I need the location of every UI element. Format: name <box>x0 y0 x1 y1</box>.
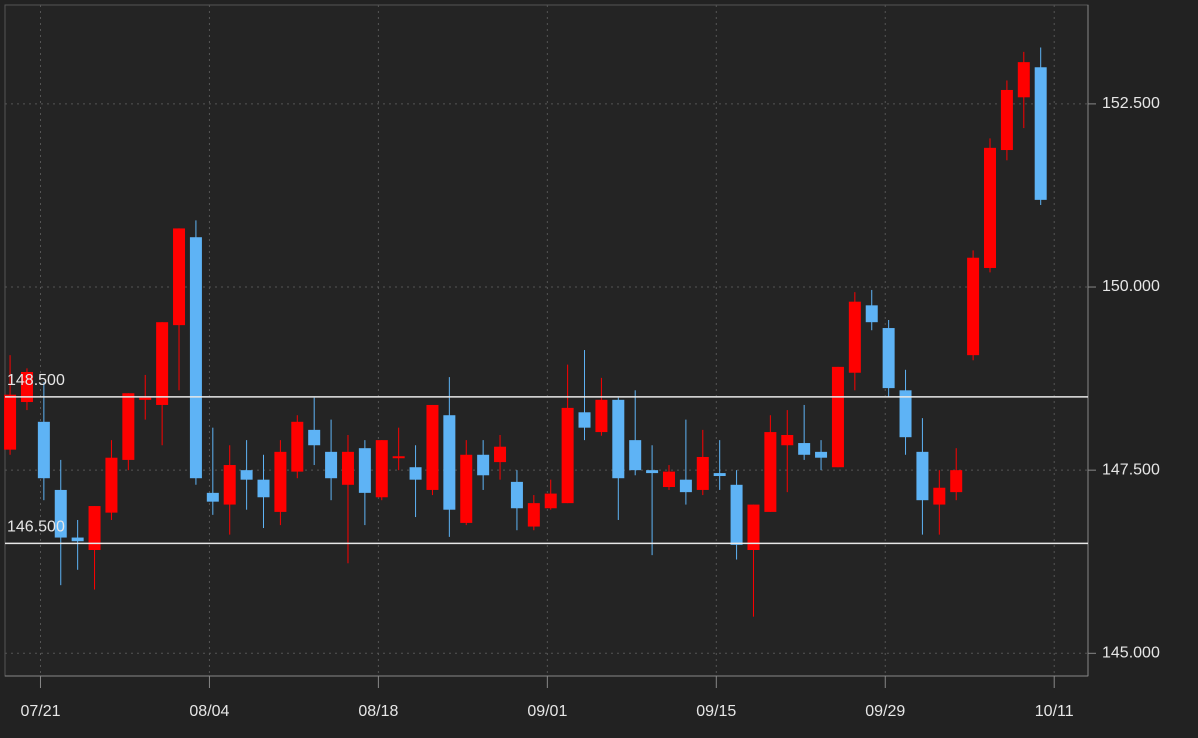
candle-body <box>865 305 878 323</box>
candle-body <box>122 393 135 460</box>
y-tick-label: 152.500 <box>1102 95 1160 112</box>
candle-body <box>916 451 929 501</box>
candle-body <box>426 404 439 490</box>
candle-body <box>1034 67 1047 200</box>
candle-body <box>206 492 219 502</box>
x-tick-label: 09/29 <box>865 703 905 720</box>
candle-body <box>831 366 844 468</box>
candle-body <box>4 394 17 450</box>
candle-body <box>325 451 338 479</box>
reference-label: 148.500 <box>7 372 65 389</box>
candle-body <box>544 493 557 509</box>
x-tick-label: 07/21 <box>20 703 60 720</box>
candle-body <box>54 489 67 538</box>
candle-body <box>341 451 354 485</box>
x-tick-label: 09/15 <box>696 703 736 720</box>
candle-body <box>274 451 287 512</box>
candle-body <box>882 328 895 389</box>
candle-body <box>764 432 777 512</box>
candle-body <box>561 407 574 504</box>
x-tick-label: 08/18 <box>358 703 398 720</box>
candle-body <box>781 434 794 446</box>
candle-body <box>747 504 760 551</box>
candle-body <box>358 448 371 493</box>
candle-body <box>595 399 608 433</box>
candle-body <box>848 301 861 373</box>
candle-body <box>899 390 912 438</box>
candle-body <box>1017 62 1030 98</box>
candle-body <box>984 147 997 268</box>
candle-body <box>223 465 236 505</box>
candle-body <box>510 481 523 509</box>
candle-body <box>1000 89 1013 151</box>
candle-body <box>291 421 304 472</box>
candle-body <box>409 467 422 480</box>
candle-body <box>139 397 152 400</box>
candle-body <box>527 503 540 527</box>
candle-body <box>933 487 946 505</box>
candle-body <box>629 440 642 471</box>
candle-body <box>679 479 692 493</box>
candle-body <box>392 456 405 459</box>
reference-label: 146.500 <box>7 519 65 536</box>
candle-body <box>950 470 963 493</box>
x-tick-label: 08/04 <box>189 703 229 720</box>
y-tick-label: 150.000 <box>1102 278 1160 295</box>
x-tick-label: 10/11 <box>1035 703 1074 720</box>
candle-body <box>713 473 726 477</box>
candle-body <box>612 399 625 479</box>
candle-body <box>646 470 659 474</box>
candle-body <box>240 470 253 480</box>
candle-body <box>173 228 186 326</box>
candle-body <box>308 429 321 446</box>
candle-body <box>105 457 118 513</box>
candle-body <box>375 440 388 498</box>
candle-body <box>578 412 591 428</box>
candle-body <box>494 446 507 463</box>
candle-body <box>967 257 980 356</box>
candle-body <box>662 471 675 488</box>
candle-body <box>443 415 456 510</box>
candle-body <box>20 371 33 403</box>
candle-body <box>696 456 709 490</box>
candle-body <box>189 237 202 479</box>
candle-body <box>37 421 50 479</box>
y-tick-label: 147.500 <box>1102 461 1160 478</box>
candle-body <box>798 443 811 455</box>
candle-body <box>460 454 473 523</box>
candle-body <box>156 322 169 405</box>
candle-body <box>477 454 490 476</box>
candle-body <box>730 484 743 545</box>
x-tick-label: 09/01 <box>527 703 567 720</box>
plot-area <box>4 4 1089 677</box>
candle-body <box>88 506 101 551</box>
y-tick-label: 145.000 <box>1102 645 1160 662</box>
candle-body <box>815 451 828 458</box>
candle-body <box>257 479 270 498</box>
candle-body <box>71 537 84 542</box>
